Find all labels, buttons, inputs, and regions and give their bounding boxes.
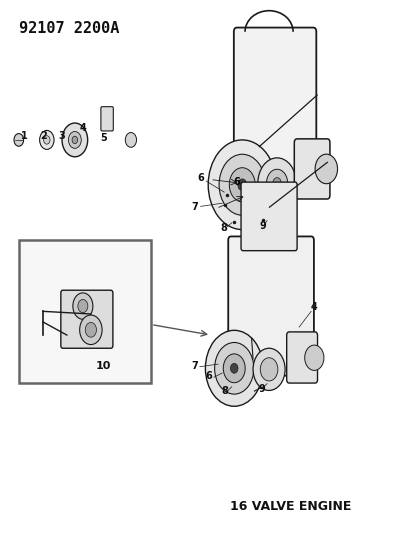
FancyBboxPatch shape — [286, 332, 317, 383]
Text: 4: 4 — [79, 123, 86, 133]
Text: 2: 2 — [40, 131, 47, 141]
Circle shape — [62, 123, 87, 157]
Circle shape — [229, 168, 255, 202]
Text: 7: 7 — [190, 361, 197, 372]
Circle shape — [43, 136, 50, 144]
FancyBboxPatch shape — [228, 237, 313, 376]
Text: 6: 6 — [205, 371, 211, 381]
FancyBboxPatch shape — [61, 290, 113, 348]
Text: 6: 6 — [196, 173, 203, 182]
Circle shape — [208, 140, 275, 230]
FancyBboxPatch shape — [294, 139, 329, 199]
Circle shape — [72, 136, 77, 143]
Circle shape — [72, 293, 93, 319]
Bar — [19, 240, 151, 383]
Text: 4: 4 — [310, 302, 317, 312]
FancyBboxPatch shape — [241, 182, 296, 251]
Text: 6: 6 — [233, 177, 240, 187]
Circle shape — [230, 364, 237, 373]
Text: 9: 9 — [258, 221, 265, 231]
Circle shape — [40, 131, 54, 149]
Circle shape — [314, 154, 337, 184]
Circle shape — [304, 345, 323, 370]
Text: 8: 8 — [220, 386, 227, 396]
FancyBboxPatch shape — [233, 28, 315, 184]
Text: 1: 1 — [21, 131, 28, 141]
Circle shape — [266, 169, 287, 197]
Circle shape — [125, 133, 136, 147]
FancyBboxPatch shape — [100, 107, 113, 131]
Circle shape — [272, 177, 281, 189]
Circle shape — [252, 348, 284, 391]
Text: 92107 2200A: 92107 2200A — [19, 21, 119, 36]
Text: 5: 5 — [100, 133, 107, 143]
Text: 10: 10 — [95, 361, 110, 372]
Circle shape — [85, 322, 96, 337]
Circle shape — [78, 300, 87, 313]
Text: 7: 7 — [190, 201, 197, 212]
Circle shape — [14, 134, 23, 146]
Circle shape — [260, 358, 277, 381]
Circle shape — [79, 315, 102, 344]
Circle shape — [219, 154, 265, 215]
Text: 16 VALVE ENGINE: 16 VALVE ENGINE — [230, 500, 351, 513]
Text: 3: 3 — [59, 131, 65, 141]
Circle shape — [257, 158, 296, 208]
Text: 8: 8 — [220, 223, 226, 233]
Circle shape — [205, 330, 262, 406]
Text: 9: 9 — [258, 384, 264, 393]
Circle shape — [68, 132, 81, 148]
Circle shape — [214, 343, 253, 394]
Circle shape — [223, 354, 245, 383]
Circle shape — [237, 179, 246, 191]
